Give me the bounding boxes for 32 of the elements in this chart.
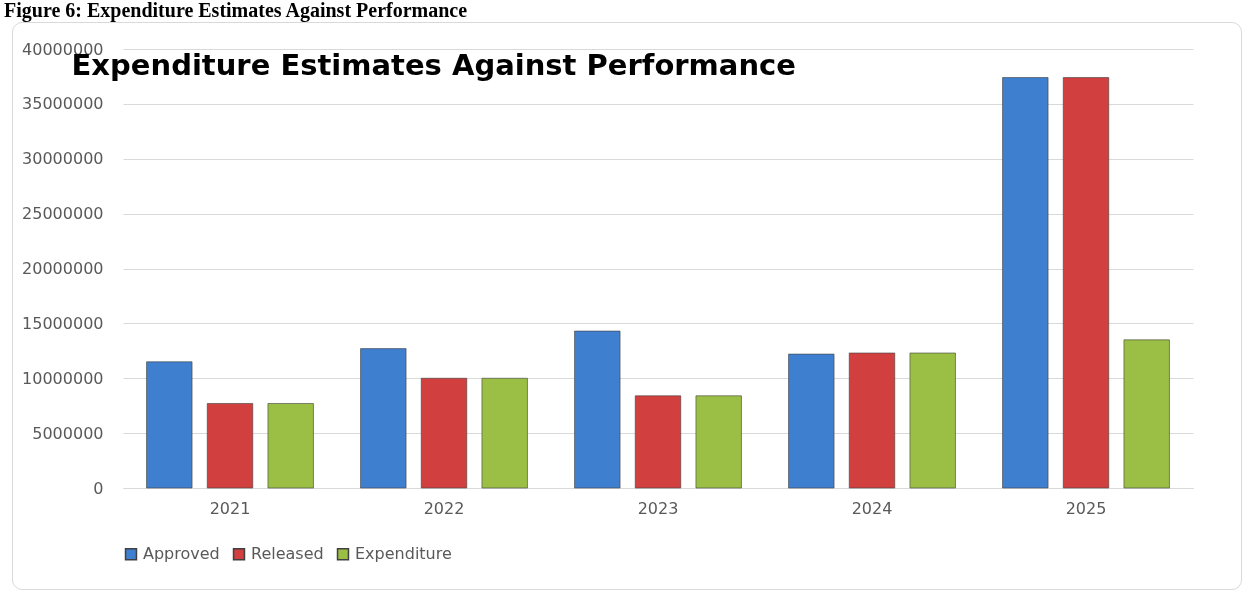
- bar: [695, 395, 742, 489]
- bar: [909, 352, 956, 489]
- y-tick-label: 20000000: [22, 259, 104, 278]
- x-tick-label: 2022: [423, 498, 465, 518]
- y-tick-label: 15000000: [22, 313, 104, 333]
- x-tick-label: 2024: [851, 498, 893, 518]
- bar: [267, 403, 314, 489]
- bar: [360, 348, 407, 489]
- y-tick-label: 35000000: [22, 94, 104, 114]
- y-tick-label: 30000000: [22, 149, 104, 169]
- bar: [420, 377, 468, 489]
- bar: [1062, 77, 1110, 489]
- y-tick-label: 25000000: [22, 204, 104, 224]
- bar: [848, 352, 896, 489]
- bar: [788, 353, 835, 489]
- bar: [1002, 77, 1049, 489]
- bar: [146, 361, 193, 489]
- y-tick-label: 10000000: [22, 368, 104, 388]
- x-tick-label: 2021: [209, 498, 251, 518]
- y-tick-label: 0: [93, 478, 104, 498]
- bar: [634, 395, 682, 489]
- legend-label: Expenditure: [355, 544, 452, 564]
- y-tick-label: 5000000: [32, 423, 104, 443]
- caption: Figure 6: Expenditure Estimates Against Performance: [3, 0, 469, 22]
- bar: [574, 330, 621, 489]
- bar: [481, 377, 528, 489]
- legend-label: Released: [251, 544, 324, 564]
- bar: [206, 403, 254, 489]
- x-tick-label: 2023: [637, 498, 679, 518]
- x-tick-label: 2025: [1065, 498, 1107, 518]
- bar: [1123, 339, 1170, 489]
- legend-label: Approved: [143, 544, 220, 564]
